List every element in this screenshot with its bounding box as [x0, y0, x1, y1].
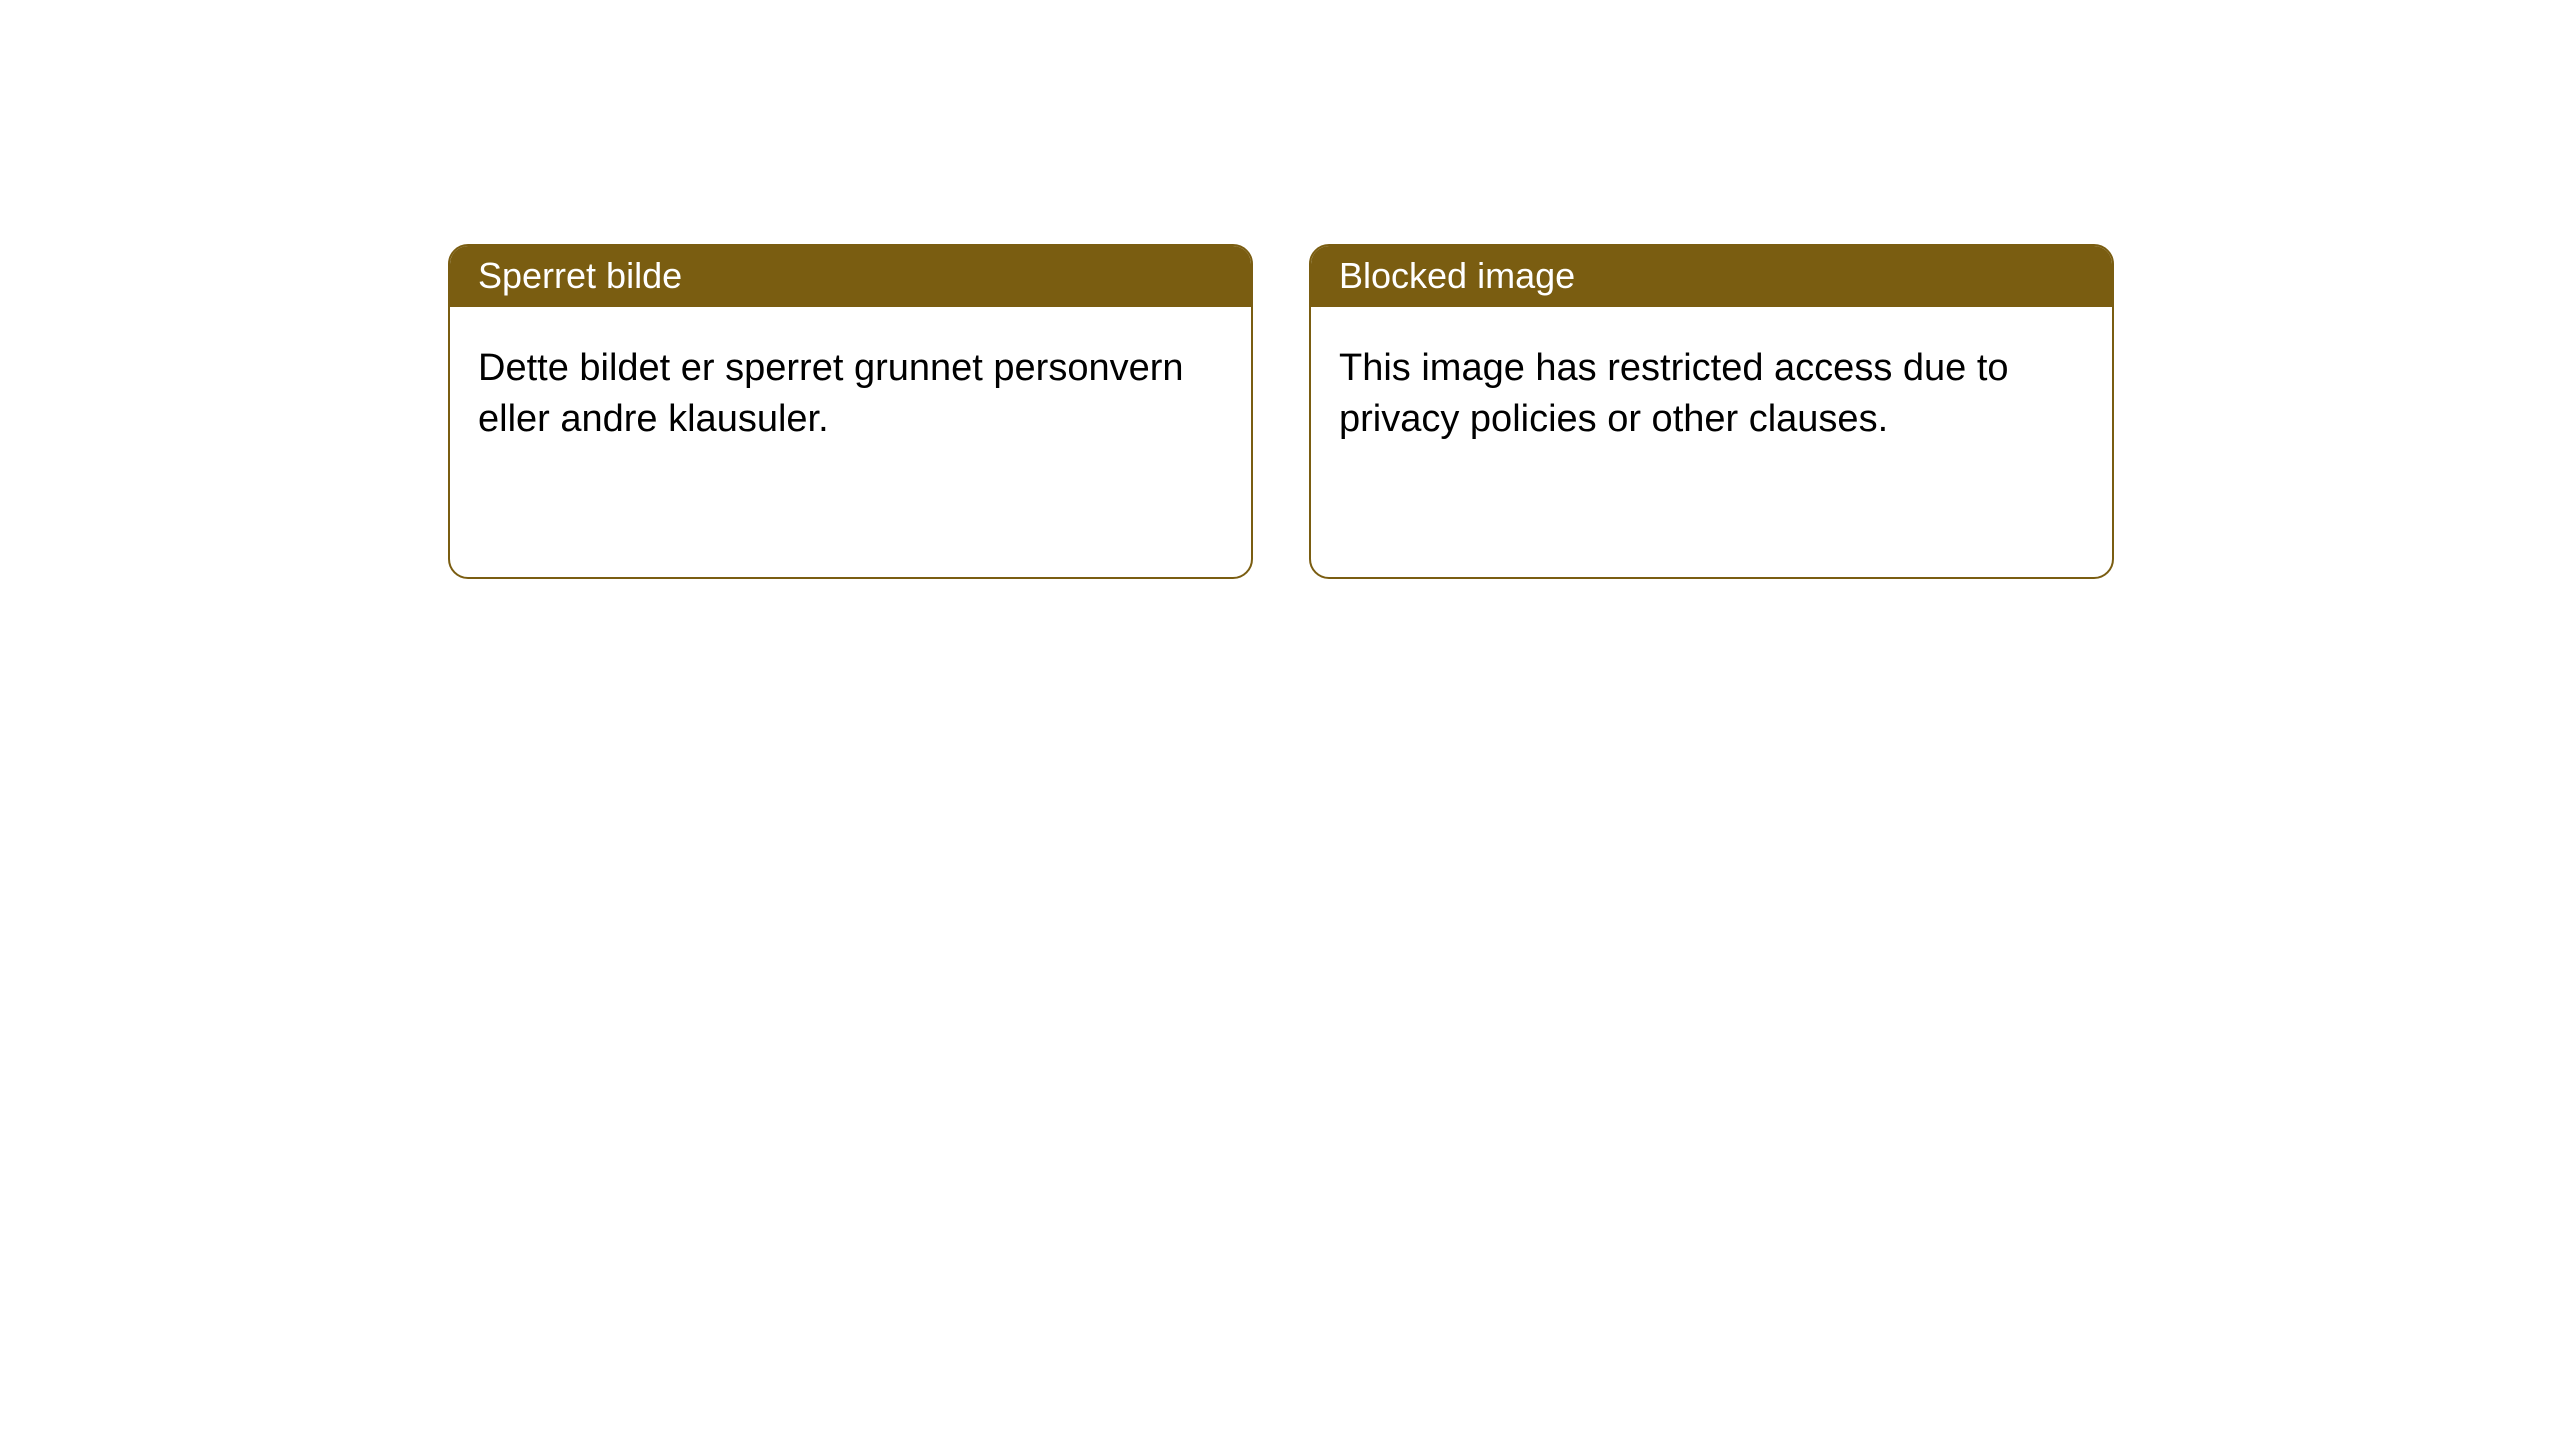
cards-container: Sperret bilde Dette bildet er sperret gr… — [0, 0, 2560, 579]
card-title: Blocked image — [1339, 255, 1575, 296]
card-body: Dette bildet er sperret grunnet personve… — [450, 307, 1251, 577]
card-body: This image has restricted access due to … — [1311, 307, 2112, 577]
card-body-text: Dette bildet er sperret grunnet personve… — [478, 343, 1223, 446]
card-body-text: This image has restricted access due to … — [1339, 343, 2084, 446]
card-title: Sperret bilde — [478, 255, 682, 296]
card-header: Blocked image — [1311, 246, 2112, 307]
blocked-image-card-no: Sperret bilde Dette bildet er sperret gr… — [448, 244, 1253, 579]
card-header: Sperret bilde — [450, 246, 1251, 307]
blocked-image-card-en: Blocked image This image has restricted … — [1309, 244, 2114, 579]
